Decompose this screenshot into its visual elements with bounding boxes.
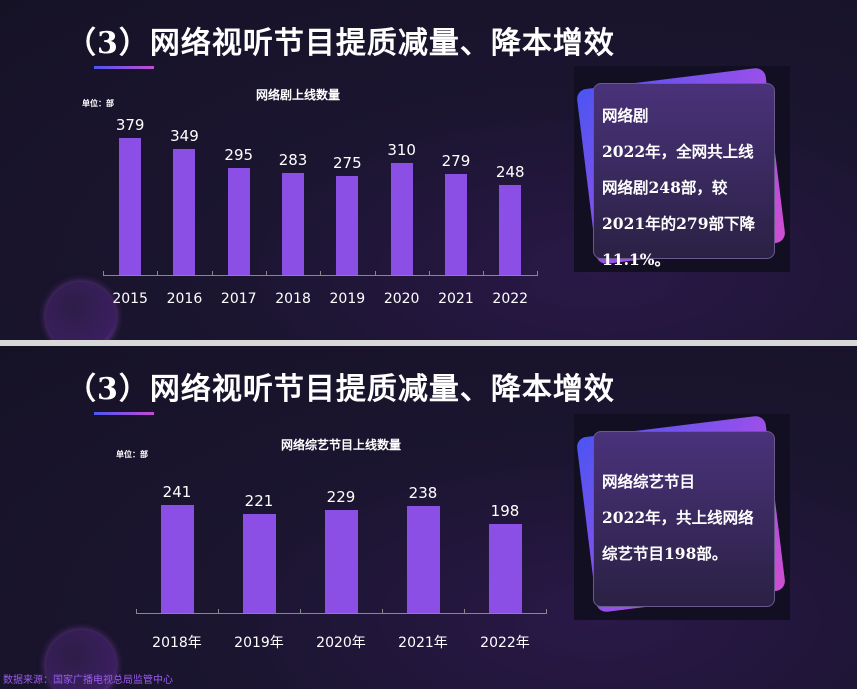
chart-title: 网络剧上线数量 [256,88,341,102]
bar [282,172,305,275]
x-axis-tick [157,271,159,276]
bar [227,168,250,275]
x-tick-label: 2017 [220,291,257,307]
x-tick-label: 2019 [329,291,366,307]
data-label: 279 [441,152,471,171]
data-label: 198 [490,502,520,521]
x-axis-tick [218,609,219,614]
x-axis-tick [483,271,485,276]
data-source: 数据来源：国家广播电视总局监管中心 [3,675,173,686]
data-label: 349 [170,126,199,145]
x-tick-label: 2018 [275,291,311,307]
bar [390,162,413,275]
data-label: 229 [326,488,356,507]
card-heading: 网络剧 [602,106,649,125]
data-label: 283 [278,150,308,169]
data-label: 379 [115,116,145,134]
x-tick-label: 2022 [492,291,529,307]
summary-card: 网络剧 2022年，全网共上线网络剧248部，较2021年的279部下降11.1… [574,66,790,272]
x-tick-label: 2019年 [234,635,284,651]
bar [242,513,276,613]
bar [173,148,196,275]
x-tick-label: 2018年 [152,635,202,651]
bar [488,524,522,613]
slide-separator [0,340,857,346]
x-axis-tick [464,609,465,614]
decorative-bubble [46,630,116,689]
x-axis-tick [211,271,213,276]
card-heading: 网络综艺节目 [602,472,696,491]
x-axis [136,613,546,614]
title-underline [94,66,154,69]
x-tick-label: 2015 [112,291,148,307]
x-tick-label: 2022年 [480,635,530,651]
x-axis-tick [265,271,267,276]
chart-unit: 单位：部 [116,449,148,459]
bar [336,175,359,275]
card-body: 2022年，全网共上线网络剧248部，较2021年的279部下降11.1%。 [602,142,755,269]
data-label: 238 [408,484,438,503]
bar [406,506,440,613]
data-label: 295 [224,146,254,165]
title-underline [94,412,154,415]
x-axis-tick [320,271,322,276]
x-tick-label: 2020 [383,291,420,307]
x-axis-tick [537,271,539,276]
x-axis-tick [428,271,430,276]
x-tick-label: 2016 [166,291,203,307]
data-label: 275 [333,153,362,172]
slide-web-drama: （3）网络视听节目提质减量、降本增效 网络剧上线数量 单位：部 379 2015 3… [0,0,857,340]
data-label: 241 [162,483,192,501]
summary-card: 网络综艺节目 2022年，共上线网络综艺节目198部。 [574,414,790,620]
slide-web-variety: （3）网络视听节目提质减量、降本增效 网络综艺节目上线数量 单位：部 241 20… [0,346,857,689]
bar [160,505,194,613]
bar [499,185,522,275]
bar [444,174,467,275]
slide-title: （3）网络视听节目提质减量、降本增效 [66,26,615,61]
x-axis-tick [136,609,137,614]
chart-title: 网络综艺节目上线数量 [281,438,402,452]
x-axis-tick [546,609,547,614]
card-body: 2022年，共上线网络综艺节目198部。 [602,508,754,563]
chart-unit: 单位：部 [82,98,114,108]
bar [324,510,358,613]
x-axis-tick [382,609,383,614]
x-axis-tick [374,271,376,276]
x-axis-tick [103,271,104,276]
x-tick-label: 2021 [438,291,474,307]
bar [119,138,142,275]
data-label: 221 [244,491,274,510]
data-label: 248 [495,163,525,182]
data-label: 310 [387,140,416,159]
x-axis-tick [300,609,301,614]
decorative-bubble [46,282,116,340]
x-tick-label: 2021年 [398,635,448,651]
slide-title: （3）网络视听节目提质减量、降本增效 [66,372,615,407]
x-tick-label: 2020年 [316,635,366,651]
